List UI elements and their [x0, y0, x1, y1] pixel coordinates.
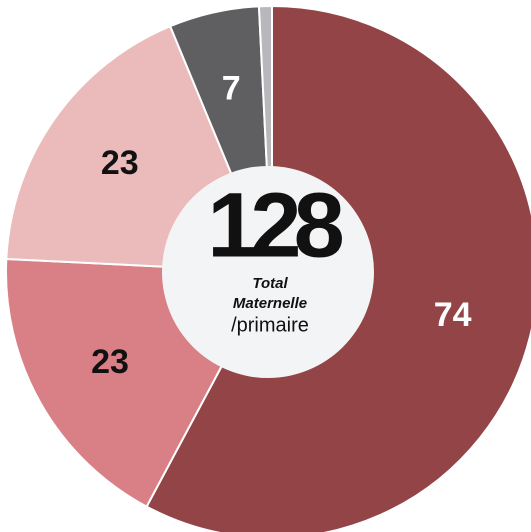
center-total: 128 [207, 174, 342, 276]
data-label: 23 [101, 144, 139, 182]
center-line: /primaire [231, 314, 309, 336]
data-label: 74 [434, 296, 472, 334]
center-line: Maternelle [233, 295, 307, 312]
center-line: Total [252, 275, 288, 292]
data-label: 23 [91, 343, 129, 381]
center-hole [162, 166, 374, 378]
data-label: 7 [222, 69, 241, 107]
